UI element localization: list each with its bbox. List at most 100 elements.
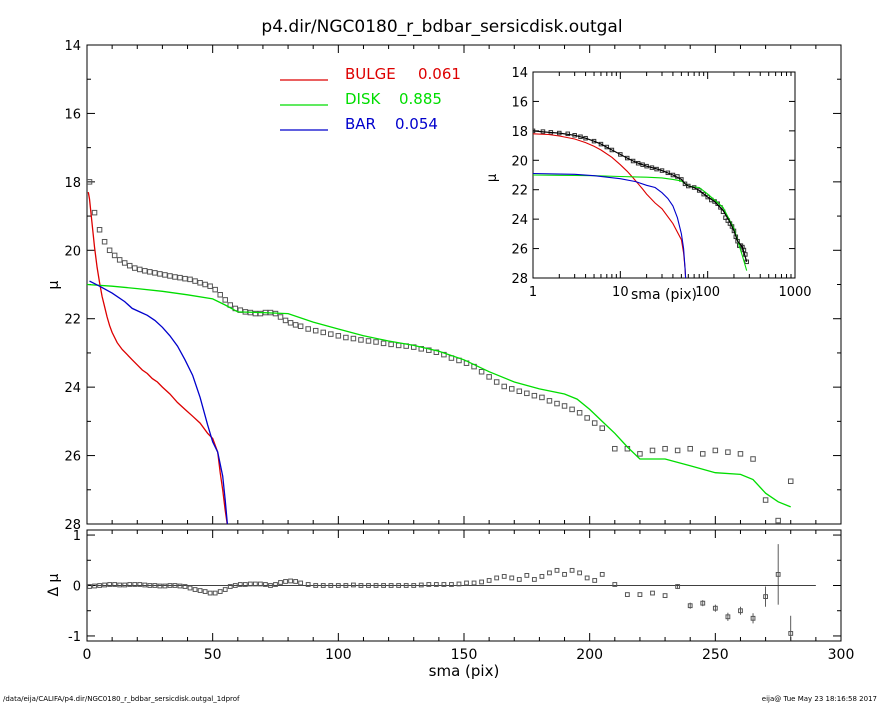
residual-point [298, 580, 304, 586]
residual-point [351, 582, 356, 588]
main-observed-point [750, 456, 756, 462]
residual-point [569, 567, 575, 573]
inset-y-tick-label: 26 [511, 243, 528, 258]
inset-x-tick-label: 10 [612, 285, 629, 300]
main-observed-point [222, 297, 228, 303]
residual-point [157, 583, 163, 589]
residual-point [441, 582, 447, 587]
inset-observed-point [609, 147, 615, 153]
legend-value-disk: 0.885 [399, 90, 442, 108]
inset-series-line-bar [533, 172, 687, 278]
residual-point [335, 583, 341, 588]
residual-point [712, 605, 718, 611]
residual-point [162, 583, 168, 589]
residual-point [107, 582, 113, 587]
main-observed-point [700, 451, 706, 457]
residual-point [388, 583, 394, 588]
residual-point [381, 583, 386, 588]
main-observed-point [576, 410, 583, 416]
residual-point [396, 583, 402, 588]
residual-point [612, 582, 618, 587]
residual-point [283, 579, 288, 584]
main-observed-point [584, 415, 590, 421]
inset-x-tick-label: 1000 [778, 285, 811, 300]
inset-y-tick-label: 18 [511, 125, 528, 140]
main-observed-point [516, 388, 523, 394]
main-observed-point [305, 326, 311, 332]
residual-point [637, 592, 643, 597]
residual-point [247, 581, 253, 587]
residual-point [202, 589, 208, 594]
residual-point [471, 580, 477, 586]
main-observed-point [297, 323, 304, 329]
main-observed-point [737, 451, 744, 457]
main-observed-point [380, 340, 387, 347]
residual-point [87, 584, 92, 589]
main-observed-point [539, 394, 545, 401]
main-observed-point [426, 347, 432, 353]
residual-point [182, 584, 188, 589]
inset-y-tick-label: 16 [511, 95, 528, 110]
residual-point [152, 583, 158, 588]
residual-x-tick-label: 150 [451, 647, 478, 663]
residual-point [102, 582, 107, 588]
main-observed-point [674, 447, 681, 454]
residual-point [539, 574, 545, 579]
main-observed-point [637, 451, 643, 457]
inset-series-line-fit [533, 130, 748, 262]
inset-x-tick-label: 100 [695, 285, 720, 300]
residual-point [212, 590, 218, 596]
residual-point [494, 575, 500, 581]
residual-point [137, 582, 143, 587]
main-y-tick-label: 22 [64, 313, 81, 328]
residual-point [433, 582, 439, 587]
footer-timestamp: eija@ Tue May 23 18:16:58 2017 [761, 695, 877, 703]
residual-point [263, 582, 268, 587]
main-y-tick-label: 16 [64, 107, 81, 122]
main-observed-point [591, 420, 598, 426]
residual-point [464, 580, 469, 586]
inset-observed-point [696, 188, 702, 193]
residual-point [788, 631, 794, 636]
main-observed-point [478, 368, 485, 375]
residual-point [92, 583, 97, 589]
residual-point [426, 582, 432, 587]
residual-point [177, 583, 183, 589]
main-observed-point [561, 403, 568, 409]
residual-point [577, 570, 583, 576]
residual-point [456, 581, 462, 587]
residual-point [147, 583, 153, 588]
main-observed-point [257, 310, 264, 317]
residual-point [232, 583, 238, 588]
main-observed-point [612, 445, 618, 452]
residual-point [97, 583, 102, 588]
main-observed-point [328, 331, 334, 337]
inset-observed-point [701, 191, 706, 197]
main-observed-point [121, 260, 128, 266]
residual-point [207, 590, 213, 596]
footer-file-path: /data/eija/CALIFA/p4.dir/NGC0180_r_bdbar… [3, 695, 240, 703]
residual-point [403, 583, 409, 588]
residual-x-tick-label: 0 [83, 647, 92, 663]
main-series-line-bulge [87, 191, 228, 524]
main-observed-point [649, 447, 656, 454]
main-observed-point [320, 329, 327, 336]
legend-label-disk: DISK [345, 90, 381, 108]
residual-point [142, 582, 148, 588]
main-observed-point [486, 374, 492, 380]
residual-point [624, 592, 630, 597]
main-observed-point [157, 271, 163, 277]
main-observed-point [132, 265, 138, 271]
inset-observed-point [630, 158, 636, 164]
main-y-tick-label: 24 [64, 381, 81, 396]
main-observed-point [546, 398, 553, 404]
inset-observed-point [670, 172, 676, 178]
residual-point [112, 582, 118, 587]
inset-y-tick-label: 20 [511, 154, 528, 169]
residual-point [288, 578, 293, 584]
main-observed-point [96, 227, 103, 233]
main-observed-point [569, 406, 575, 413]
main-observed-point [509, 386, 515, 392]
main-observed-point [152, 270, 158, 276]
main-observed-point [373, 339, 379, 345]
